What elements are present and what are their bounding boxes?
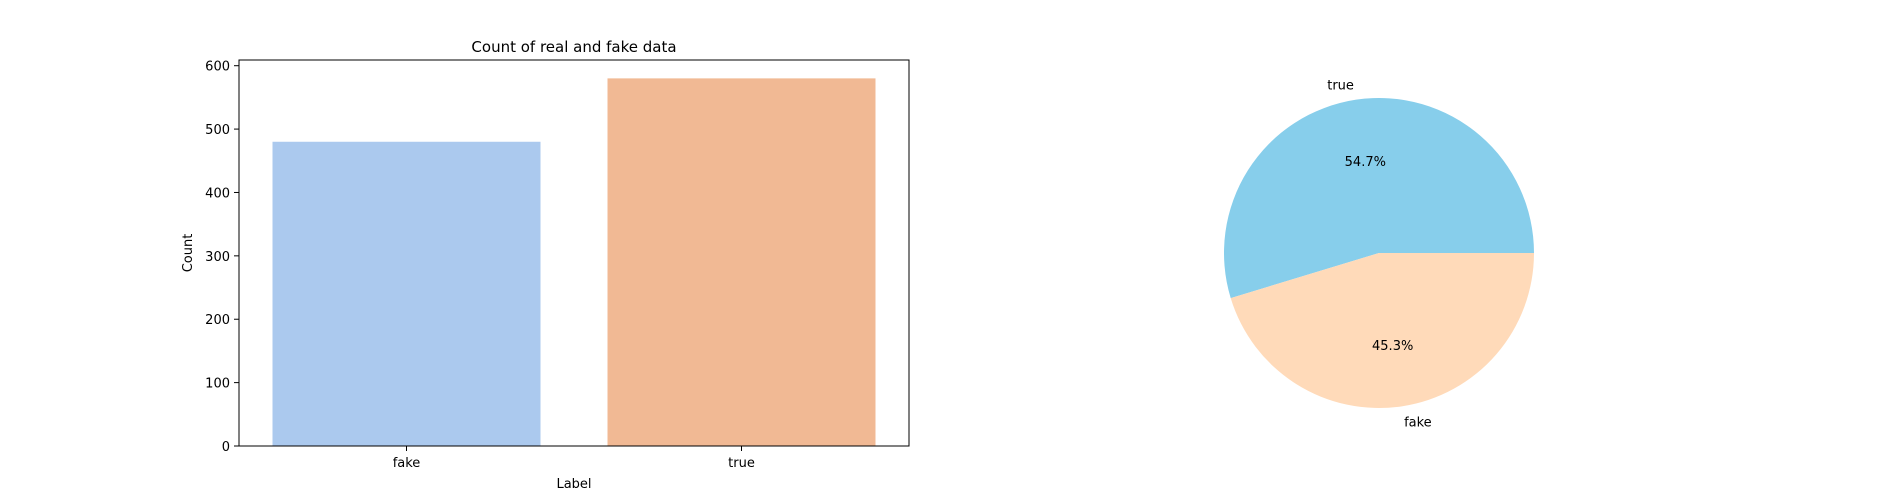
y-tick-label: 400 — [205, 186, 230, 201]
pie-slice-label: fake — [1404, 416, 1432, 431]
pie-chart: 54.7% true 45.3% fake — [1224, 78, 1534, 431]
pie-percent-label: 54.7% — [1345, 155, 1386, 170]
bar-fake — [272, 141, 541, 446]
y-tick-label: 600 — [205, 60, 230, 75]
y-tick-label: 500 — [205, 123, 230, 138]
x-tick-label: true — [728, 456, 755, 471]
bar-true — [607, 78, 876, 446]
y-axis-ticks: 0 100 200 300 400 500 600 — [205, 60, 239, 455]
x-axis-label: Label — [556, 477, 591, 492]
pie-slice-fake — [1230, 253, 1534, 409]
x-tick-label: fake — [393, 456, 421, 471]
pie-percent-label: 45.3% — [1372, 339, 1413, 354]
y-axis-label: Count — [181, 234, 196, 273]
x-axis-ticks: fake true — [393, 446, 755, 471]
y-tick-label: 0 — [222, 440, 230, 455]
bar-chart: Count of real and fake data 0 100 200 300 40… — [181, 38, 910, 492]
y-tick-label: 200 — [205, 313, 230, 328]
y-tick-label: 300 — [205, 250, 230, 265]
pie-slice-true — [1224, 98, 1534, 299]
y-tick-label: 100 — [205, 377, 230, 392]
plot-frame — [238, 59, 910, 447]
pie-slice-label: true — [1327, 78, 1354, 93]
chart-title: Count of real and fake data — [471, 38, 676, 56]
bars — [272, 78, 876, 446]
